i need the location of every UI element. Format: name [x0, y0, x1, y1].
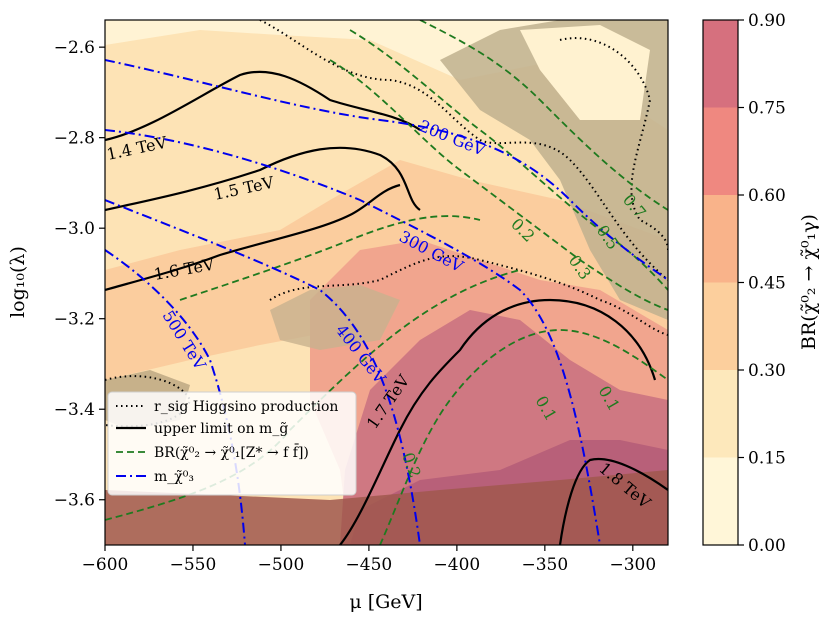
contour-lines	[105, 20, 668, 545]
colorbar-tick-label: 0.75	[748, 99, 786, 119]
colorbar-tick-label: 0.90	[748, 11, 786, 31]
colorbar-band	[703, 195, 738, 283]
colorbar-tick-label: 0.00	[748, 536, 786, 556]
colorbar-band	[703, 457, 738, 545]
legend-label-mass: upper limit on m_g̃	[154, 421, 288, 437]
mass-contour-1-8	[558, 457, 668, 545]
legend: r_sig Higgsino production upper limit on…	[107, 391, 357, 496]
br-region-light-pocket	[520, 25, 650, 120]
colorbar-band	[703, 370, 738, 458]
colorbar-band	[703, 282, 738, 370]
x-tick-label: −600	[82, 555, 129, 575]
legend-label-neutralino: m_χ̃⁰₃	[154, 469, 194, 485]
br-region-bottom-band	[105, 470, 668, 545]
neutralino-contour-200	[105, 59, 668, 281]
br-contour-d	[329, 59, 668, 311]
y-tick-label: −3.4	[54, 400, 95, 420]
y-axis: −2.6 −2.8 −3.0 −3.2 −3.4 −3.6	[54, 38, 105, 511]
x-tick-label: −350	[521, 555, 568, 575]
mass-contour-1-7	[339, 298, 657, 545]
br-filled-regions	[105, 20, 668, 545]
y-tick-label: −3.6	[54, 491, 95, 511]
colorbar-band	[703, 20, 738, 108]
colorbar-tick-label: 0.45	[748, 274, 786, 294]
y-axis-label: log₁₀(λ)	[7, 246, 29, 318]
x-tick-label: −400	[434, 555, 481, 575]
y-tick-label: −3.0	[54, 219, 95, 239]
br-contour-c	[349, 29, 668, 291]
br-contour-f	[179, 215, 481, 301]
x-tick-label: −300	[609, 555, 656, 575]
neutralino-contour-300	[105, 129, 601, 545]
mass-contour-1-4	[105, 70, 421, 142]
x-tick-label: −450	[346, 555, 393, 575]
colorbar: 0.00 0.15 0.30 0.45 0.60 0.75 0.90	[702, 11, 786, 556]
legend-label-rsig: r_sig Higgsino production	[154, 399, 338, 415]
x-tick-label: −500	[258, 555, 305, 575]
mass-contour-1-5	[105, 146, 421, 212]
colorbar-band	[703, 107, 738, 195]
plot-frame	[104, 19, 669, 546]
colorbar-tick-label: 0.60	[748, 186, 786, 206]
y-tick-label: −3.2	[54, 310, 95, 330]
colorbar-tick-label: 0.30	[748, 361, 786, 381]
colorbar-tick-label: 0.15	[748, 449, 786, 469]
x-axis-label: μ [GeV]	[349, 591, 422, 613]
br-contour-e	[419, 20, 668, 211]
legend-box	[107, 391, 357, 496]
br-region-grey-mid	[270, 285, 400, 350]
y-tick-label: −2.8	[54, 129, 95, 149]
legend-label-br: BR(χ̃⁰₂ → χ̃⁰₁[Z* → f f̄])	[154, 443, 309, 461]
x-axis: −600 −550 −500 −450 −400 −350 −300	[82, 545, 656, 575]
x-tick-label: −550	[170, 555, 217, 575]
y-tick-label: −2.6	[54, 38, 95, 58]
colorbar-label: BR(χ̃⁰₂ → χ̃⁰₁γ)	[798, 214, 820, 350]
br-contour-b	[379, 329, 668, 545]
